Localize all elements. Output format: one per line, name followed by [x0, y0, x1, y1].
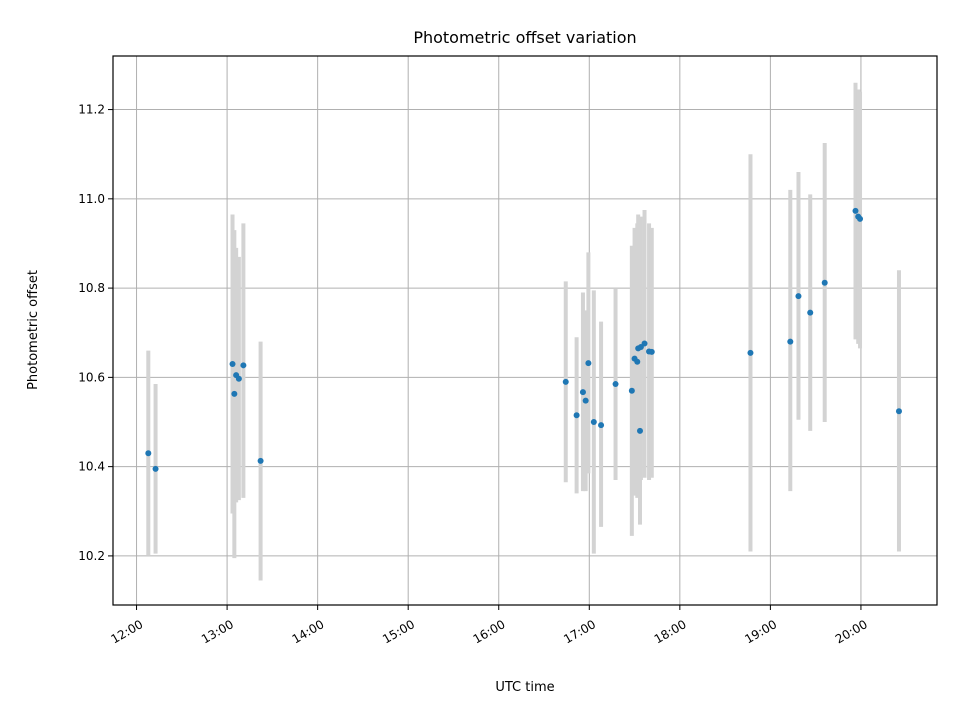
data-point [628, 387, 635, 394]
x-axis-label: UTC time [495, 680, 554, 695]
data-point [152, 465, 159, 472]
data-point [634, 358, 641, 365]
data-point [590, 419, 597, 425]
data-point [648, 348, 655, 355]
data-point [579, 389, 586, 396]
x-tick-label: 17:00 [561, 617, 598, 646]
data-point [636, 427, 643, 434]
data-point [598, 422, 605, 429]
data-point [240, 362, 247, 369]
data-point [235, 375, 242, 382]
y-tick-label: 11.2 [78, 103, 105, 117]
x-tick-label: 20:00 [833, 617, 870, 646]
data-points [145, 207, 902, 472]
x-tick-label: 14:00 [290, 617, 327, 646]
data-point [895, 408, 902, 415]
x-tick-label: 12:00 [108, 617, 145, 646]
data-point [582, 397, 589, 404]
data-point [821, 279, 828, 286]
data-point [573, 412, 580, 419]
x-tick-label: 16:00 [471, 617, 508, 646]
data-point [585, 360, 592, 367]
y-tick-label: 11.0 [78, 192, 105, 206]
chart-title: Photometric offset variation [413, 28, 636, 47]
y-tick-label: 10.2 [78, 549, 105, 563]
data-point [229, 360, 236, 367]
data-point [857, 215, 864, 222]
data-point [562, 378, 569, 385]
data-point [641, 340, 648, 347]
y-tick-label: 10.4 [78, 460, 105, 474]
y-tick-label: 10.8 [78, 281, 105, 295]
plot-frame [112, 55, 938, 606]
data-point [807, 309, 814, 316]
error-bars [146, 82, 901, 581]
data-point [145, 450, 152, 457]
x-tick-label: 18:00 [652, 617, 689, 646]
data-point [612, 381, 619, 388]
x-tick-label: 19:00 [742, 617, 779, 646]
data-point [231, 390, 238, 397]
y-tick-label: 10.6 [78, 370, 105, 384]
x-tick-label: 13:00 [199, 617, 236, 646]
data-point [795, 293, 802, 300]
y-axis-ticks: 10.2 10.4 10.6 10.8 11.0 11.2 [78, 103, 113, 563]
data-point [257, 457, 264, 464]
data-point [787, 338, 794, 345]
data-point [747, 349, 754, 356]
x-axis-ticks: 12:00 13:00 14:00 15:00 16:00 17:00 18:00 19:00… [108, 605, 870, 647]
x-tick-label: 15:00 [380, 617, 417, 646]
y-axis-label: Photometric offset [26, 270, 41, 390]
data-point [852, 207, 859, 214]
